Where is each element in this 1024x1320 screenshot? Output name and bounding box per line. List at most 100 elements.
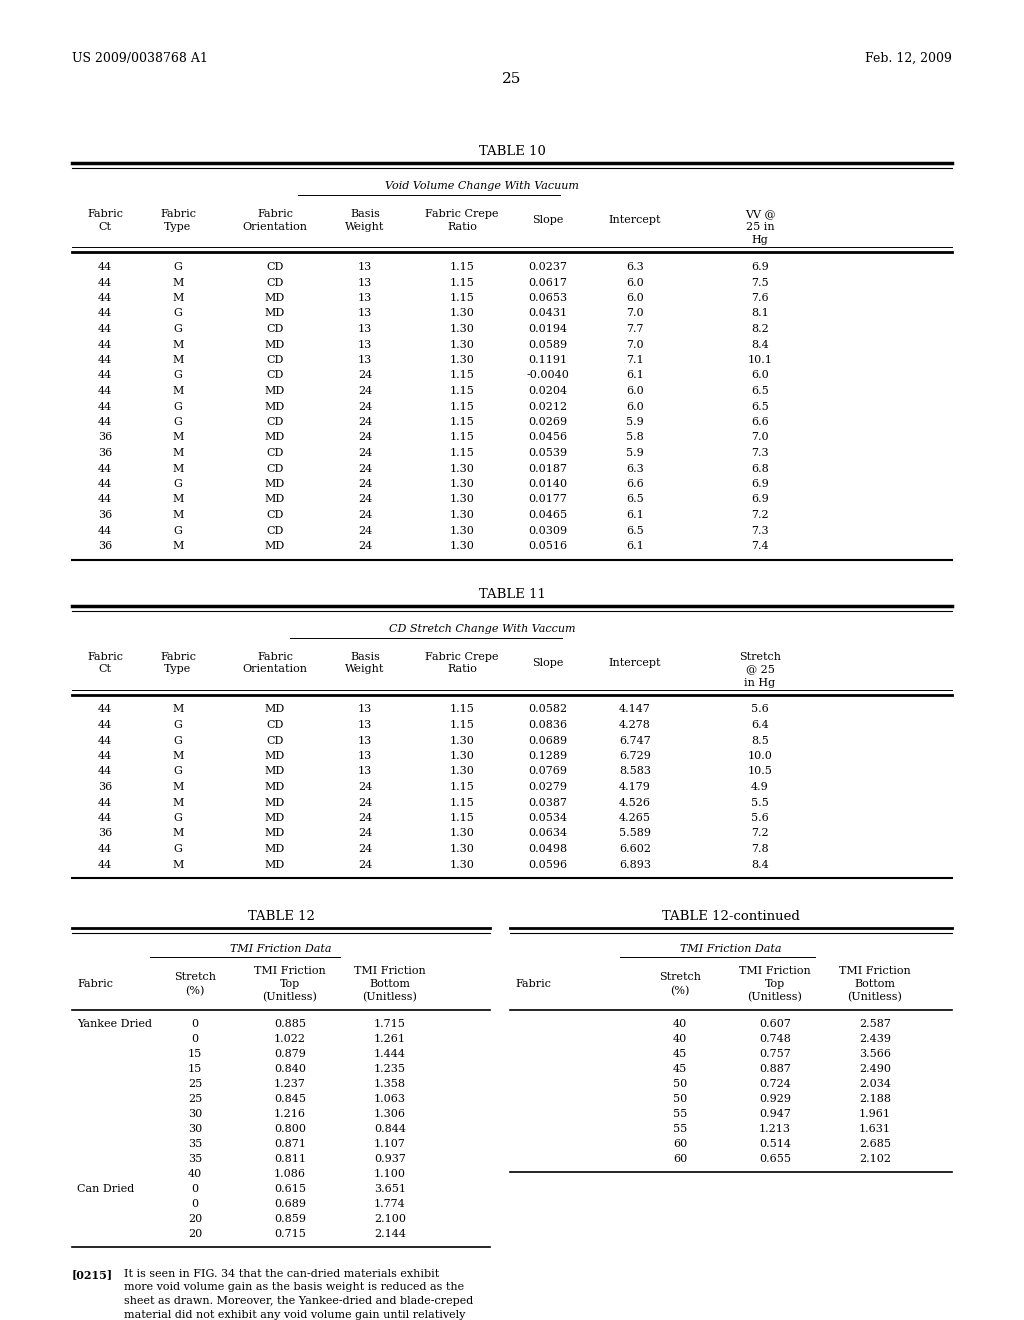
Text: TMI Friction: TMI Friction (254, 966, 326, 975)
Text: G: G (173, 371, 182, 380)
Text: 1.30: 1.30 (450, 541, 474, 550)
Text: 1.261: 1.261 (374, 1034, 406, 1044)
Text: 5.9: 5.9 (626, 417, 644, 426)
Text: 13: 13 (357, 705, 372, 714)
Text: 1.15: 1.15 (450, 447, 474, 458)
Text: 1.15: 1.15 (450, 401, 474, 412)
Text: 2.439: 2.439 (859, 1034, 891, 1044)
Text: 13: 13 (357, 339, 372, 350)
Text: 10.5: 10.5 (748, 767, 772, 776)
Text: 6.1: 6.1 (626, 510, 644, 520)
Text: MD: MD (265, 751, 285, 762)
Text: 0.0596: 0.0596 (528, 859, 567, 870)
Text: 0.0456: 0.0456 (528, 433, 567, 442)
Text: 4.526: 4.526 (618, 797, 651, 808)
Text: MD: MD (265, 385, 285, 396)
Text: 25: 25 (503, 73, 521, 86)
Text: 7.0: 7.0 (752, 433, 769, 442)
Text: 44: 44 (98, 323, 112, 334)
Text: -0.0040: -0.0040 (526, 371, 569, 380)
Text: 0.0589: 0.0589 (528, 339, 567, 350)
Text: Intercept: Intercept (608, 215, 662, 224)
Text: Void Volume Change With Vacuum: Void Volume Change With Vacuum (385, 181, 579, 191)
Text: MD: MD (265, 541, 285, 550)
Text: 24: 24 (357, 781, 372, 792)
Text: 0.615: 0.615 (274, 1184, 306, 1195)
Text: 2.144: 2.144 (374, 1229, 406, 1239)
Text: 0.1289: 0.1289 (528, 751, 567, 762)
Text: 0.0140: 0.0140 (528, 479, 567, 488)
Text: 1.715: 1.715 (374, 1019, 406, 1030)
Text: M: M (172, 355, 183, 366)
Text: 24: 24 (357, 417, 372, 426)
Text: 6.0: 6.0 (626, 277, 644, 288)
Text: TABLE 12-continued: TABLE 12-continued (663, 909, 800, 923)
Text: 24: 24 (357, 479, 372, 488)
Text: 2.685: 2.685 (859, 1139, 891, 1148)
Text: 45: 45 (673, 1064, 687, 1074)
Text: Fabric: Fabric (160, 652, 196, 661)
Text: TMI Friction Data: TMI Friction Data (230, 944, 332, 954)
Text: 5.6: 5.6 (752, 705, 769, 714)
Text: 1.022: 1.022 (274, 1034, 306, 1044)
Text: 44: 44 (98, 371, 112, 380)
Text: TMI Friction Data: TMI Friction Data (680, 944, 781, 954)
Text: CD: CD (266, 355, 284, 366)
Text: 24: 24 (357, 813, 372, 822)
Text: (%): (%) (671, 986, 690, 995)
Text: 44: 44 (98, 339, 112, 350)
Text: 24: 24 (357, 859, 372, 870)
Text: 44: 44 (98, 705, 112, 714)
Text: 44: 44 (98, 355, 112, 366)
Text: 44: 44 (98, 401, 112, 412)
Text: Orientation: Orientation (243, 664, 307, 675)
Text: 0.800: 0.800 (274, 1125, 306, 1134)
Text: 6.6: 6.6 (752, 417, 769, 426)
Text: Type: Type (165, 222, 191, 232)
Text: 44: 44 (98, 385, 112, 396)
Text: 1.15: 1.15 (450, 277, 474, 288)
Text: 24: 24 (357, 843, 372, 854)
Text: 44: 44 (98, 797, 112, 808)
Text: G: G (173, 479, 182, 488)
Text: G: G (173, 261, 182, 272)
Text: 0.0431: 0.0431 (528, 309, 567, 318)
Text: 2.034: 2.034 (859, 1078, 891, 1089)
Text: 24: 24 (357, 463, 372, 474)
Text: G: G (173, 323, 182, 334)
Text: 0.844: 0.844 (374, 1125, 406, 1134)
Text: 0.607: 0.607 (759, 1019, 791, 1030)
Text: Fabric: Fabric (87, 209, 123, 219)
Text: CD: CD (266, 371, 284, 380)
Text: 6.729: 6.729 (620, 751, 651, 762)
Text: 1.235: 1.235 (374, 1064, 406, 1074)
Text: 0.0617: 0.0617 (528, 277, 567, 288)
Text: 13: 13 (357, 735, 372, 746)
Text: 20: 20 (187, 1214, 202, 1224)
Text: 0.871: 0.871 (274, 1139, 306, 1148)
Text: 13: 13 (357, 355, 372, 366)
Text: 0.0309: 0.0309 (528, 525, 567, 536)
Text: 1.213: 1.213 (759, 1125, 791, 1134)
Text: 2.188: 2.188 (859, 1094, 891, 1104)
Text: 1.306: 1.306 (374, 1109, 406, 1119)
Text: 13: 13 (357, 767, 372, 776)
Text: G: G (173, 309, 182, 318)
Text: 1.30: 1.30 (450, 735, 474, 746)
Text: 0.514: 0.514 (759, 1139, 791, 1148)
Text: 4.147: 4.147 (620, 705, 651, 714)
Text: 1.15: 1.15 (450, 261, 474, 272)
Text: 44: 44 (98, 813, 112, 822)
Text: 60: 60 (673, 1139, 687, 1148)
Text: 40: 40 (673, 1019, 687, 1030)
Text: Ratio: Ratio (447, 222, 477, 232)
Text: 7.4: 7.4 (752, 541, 769, 550)
Text: 0.0769: 0.0769 (528, 767, 567, 776)
Text: Weight: Weight (345, 222, 385, 232)
Text: M: M (172, 541, 183, 550)
Text: 60: 60 (673, 1154, 687, 1164)
Text: 2.587: 2.587 (859, 1019, 891, 1030)
Text: G: G (173, 735, 182, 746)
Text: 13: 13 (357, 277, 372, 288)
Text: 24: 24 (357, 510, 372, 520)
